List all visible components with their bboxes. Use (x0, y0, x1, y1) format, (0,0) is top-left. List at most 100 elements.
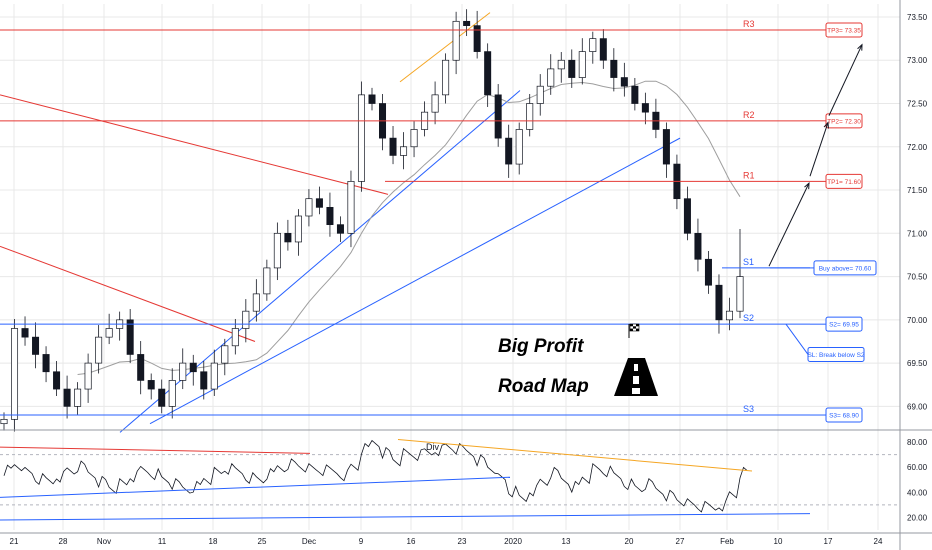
candle-body (273, 232, 281, 269)
candle-body (704, 258, 712, 286)
candle-body (683, 198, 691, 234)
oscillator-tick-label: 60.00 (907, 463, 928, 472)
candle-body (200, 371, 208, 390)
candle-body (305, 198, 313, 217)
candle-body (284, 232, 292, 243)
date-tick-label: 24 (874, 537, 883, 546)
stop-loss-connector (785, 323, 809, 355)
candle-body (179, 362, 187, 381)
candle-body (736, 276, 744, 312)
trendlines (0, 12, 681, 433)
date-tick-label: 21 (10, 537, 19, 546)
candle-body (242, 310, 250, 329)
date-tick-label: 2020 (504, 537, 522, 546)
overlay: Big Profit Road Map Div (426, 323, 658, 452)
candle-body (95, 336, 103, 364)
candle-body (189, 362, 197, 373)
candle-body (463, 20, 471, 26)
candle-body (547, 68, 555, 87)
oscillator-line (3, 439, 748, 513)
date-tick-label: 16 (407, 537, 416, 546)
candle-body (578, 51, 586, 78)
candle-body (662, 129, 670, 165)
candle-body (473, 25, 481, 52)
candle-body (725, 310, 733, 321)
price-tick-label: 73.50 (907, 13, 928, 22)
stop-loss-label: SL: Break below S2 (807, 352, 864, 359)
candle-body (221, 345, 229, 364)
level-label: S2 (743, 313, 754, 323)
candle-body (42, 354, 50, 373)
oscillator-pane (0, 439, 900, 521)
date-tick-label: Dec (302, 537, 316, 546)
oscillator-support-line (0, 513, 811, 521)
resistance-trendline (0, 94, 389, 195)
candle-body (515, 129, 523, 165)
target-label: TP1= 71.60 (827, 179, 861, 186)
candle-body (589, 38, 597, 52)
date-tick-label: Nov (97, 537, 111, 546)
candle-body (0, 418, 8, 425)
candle-body (505, 137, 513, 165)
finish-flag-icon (628, 323, 640, 338)
date-tick-label: 17 (824, 537, 833, 546)
candle-body (631, 85, 639, 104)
candle-body (494, 94, 502, 139)
price-tick-label: 70.50 (907, 273, 928, 282)
candle-body (315, 198, 323, 208)
date-tick-label: 18 (209, 537, 218, 546)
support-trendline (149, 137, 681, 425)
candle-body (368, 94, 376, 104)
candle-body (168, 380, 176, 407)
price-tick-label: 69.00 (907, 402, 928, 411)
candle-body (137, 354, 145, 381)
candle-body (610, 59, 618, 78)
price-tick-label: 70.00 (907, 316, 928, 325)
level-label: R2 (743, 110, 755, 120)
projection-arrow (828, 44, 863, 116)
level-label: S1 (743, 257, 754, 267)
projection-arrow (809, 122, 829, 177)
candle-body (484, 51, 492, 96)
candle-body (326, 206, 334, 226)
oscillator-resistance-line (0, 446, 311, 454)
target-label: TP3= 73.35 (827, 27, 861, 34)
arrow-head (857, 43, 863, 51)
orange-trendline (399, 12, 491, 83)
projection-arrow (768, 182, 810, 267)
candle-body (252, 293, 260, 312)
price-tick-label: 72.50 (907, 100, 928, 109)
target-label: S2= 69.95 (829, 322, 859, 329)
candle-body (431, 94, 439, 113)
candle-body (294, 215, 302, 243)
candle-body (410, 129, 418, 148)
divergence-label: Div (426, 442, 439, 452)
candle-body (599, 38, 607, 61)
candle-body (620, 77, 628, 87)
candle-body (400, 146, 408, 156)
date-tick-label: 11 (158, 537, 167, 546)
level-label: S3 (743, 404, 754, 414)
oscillator-tick-label: 80.00 (907, 438, 928, 447)
date-tick-label: 27 (676, 537, 685, 546)
moving-average (77, 80, 741, 375)
road-icon (614, 358, 658, 396)
candle-body (715, 284, 723, 321)
target-label: S3= 68.90 (829, 413, 859, 420)
date-tick-label: 13 (562, 537, 571, 546)
price-levels: R3 TP3= 73.35 R2 TP2= 72.30 R1 TP1= 71.60 S1 Bu… (0, 19, 877, 423)
candle-body (389, 137, 397, 156)
date-tick-label: 9 (359, 537, 364, 546)
price-tick-label: 73.00 (907, 56, 928, 65)
price-tick-label: 71.50 (907, 186, 928, 195)
oscillator-tick-label: 40.00 (907, 488, 928, 497)
candle-body (147, 380, 155, 390)
candle-body (263, 267, 271, 295)
candle-body (336, 224, 344, 234)
candle-body (126, 319, 134, 355)
date-tick-label: 28 (59, 537, 68, 546)
candle-body (641, 103, 649, 113)
candle-body (357, 94, 365, 182)
